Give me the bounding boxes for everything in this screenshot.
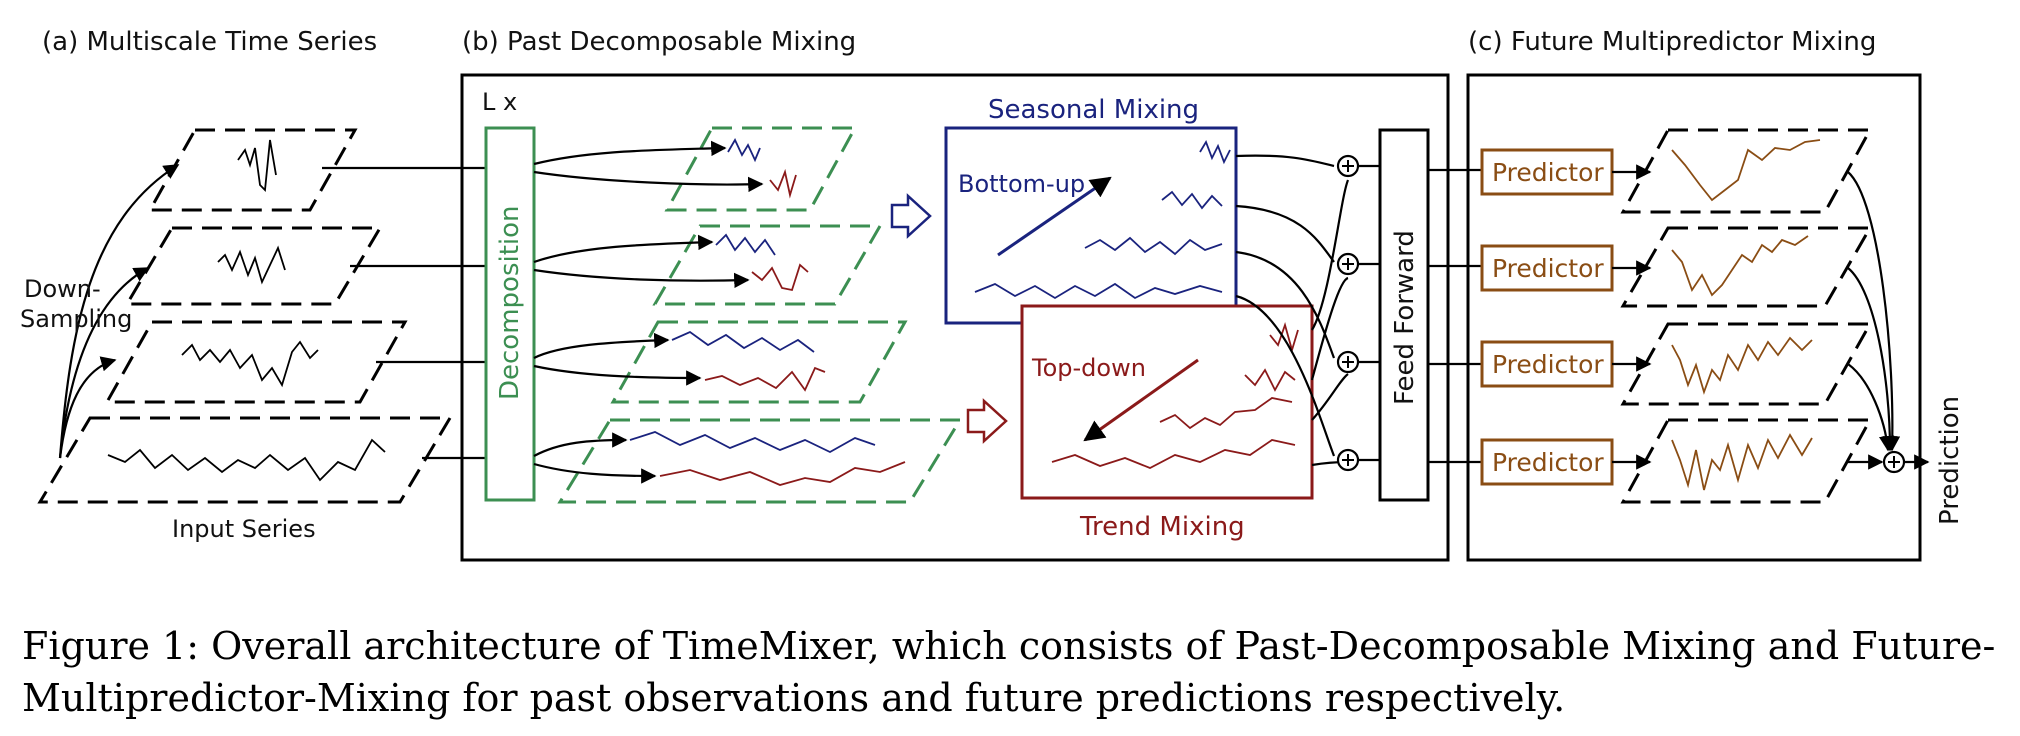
scale-plane-3 [147, 128, 358, 212]
seasonal-input-arrow-icon [890, 193, 932, 239]
trend-mixing-title: Trend Mixing [1079, 512, 1245, 542]
prediction-label: Prediction [1935, 396, 1965, 525]
adder-plus-signs [1342, 160, 1354, 466]
feed-forward-block [1378, 128, 1430, 502]
prediction-planes [1620, 128, 1873, 504]
scale-plane-1 [104, 320, 408, 404]
predictor-block-1 [1480, 148, 1614, 196]
predictor-label-1: Predictor [1492, 158, 1604, 187]
decomposition-arrows [533, 140, 764, 484]
bottom-up-label: Bottom-up [958, 170, 1085, 198]
scale-plane-2 [124, 226, 383, 306]
multiscale-series-lines [107, 139, 386, 482]
ffn-to-predictor-connectors [1428, 168, 1482, 464]
bottom-up-arrow-icon [997, 176, 1112, 257]
adder-nodes [1336, 154, 1360, 472]
trend-input-arrow-icon [966, 398, 1008, 444]
predictor-block-3 [1480, 340, 1614, 388]
predictor-label-4: Predictor [1492, 448, 1604, 477]
decomposition-label: Decomposition [495, 205, 525, 400]
prediction-series [1671, 139, 1821, 491]
scale-plane-0 [37, 416, 453, 504]
panel-a-title: (a) Multiscale Time Series [42, 27, 377, 57]
seasonal-mixing-title: Seasonal Mixing [988, 95, 1199, 125]
future-multipredictor-frame [1466, 73, 1922, 562]
input-series-label: Input Series [172, 515, 316, 543]
panel-c-title: (c) Future Multipredictor Mixing [1468, 27, 1876, 57]
predictor-output-arrows [1612, 164, 1652, 470]
aggregation-curves [1847, 171, 1901, 470]
trend-mixing-block [1020, 304, 1314, 500]
decomposed-planes [557, 126, 963, 504]
downsampling-label-line2: Sampling [20, 305, 132, 333]
trend-mixed-series [1051, 322, 1299, 469]
decomposition-block [484, 126, 536, 502]
figure-caption: Figure 1: Overall architecture of TimeMi… [22, 624, 1996, 720]
downsampling-label-line1: Down- [24, 275, 101, 303]
past-decomposable-mixing-frame [460, 73, 1450, 562]
feed-forward-label: Feed Forward [1390, 230, 1420, 405]
panel-b-title: (b) Past Decomposable Mixing [462, 27, 856, 57]
predictor-blocks: Predictor Predictor Predictor Predictor [1480, 148, 1614, 486]
downsampling-arrows [58, 164, 180, 459]
seasonal-mixed-series [974, 139, 1231, 300]
decomposed-series [629, 138, 906, 486]
predictor-label-3: Predictor [1492, 350, 1604, 379]
top-down-label: Top-down [1031, 354, 1146, 382]
predictor-label-2: Predictor [1492, 254, 1604, 283]
top-down-arrow-icon [1083, 358, 1199, 442]
merge-connectors [1235, 154, 1350, 467]
multiscale-series-panel [37, 128, 453, 504]
repeat-label: L x [482, 88, 517, 116]
adder-to-ffn-connectors [1358, 164, 1380, 462]
